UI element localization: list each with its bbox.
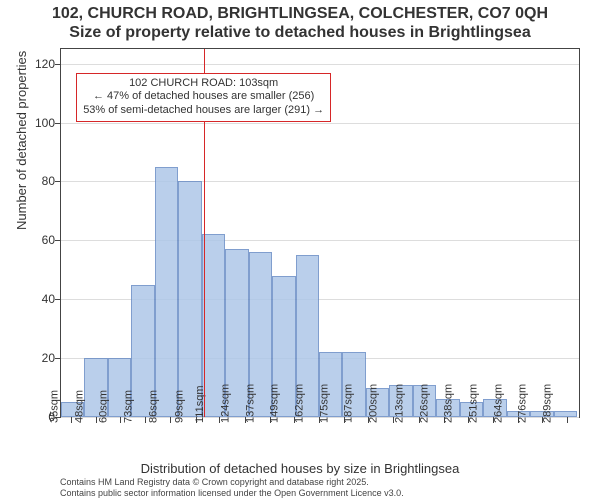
- xtick-label: 60sqm: [97, 390, 109, 423]
- xtick-mark: [145, 417, 146, 423]
- annotation-line-1: 102 CHURCH ROAD: 103sqm: [83, 77, 324, 91]
- ytick-label: 120: [35, 57, 55, 71]
- ytick-mark: [55, 181, 61, 182]
- xtick-label: 175sqm: [319, 384, 331, 423]
- chart-container: 102, CHURCH ROAD, BRIGHTLINGSEA, COLCHES…: [0, 0, 600, 500]
- xtick-mark: [567, 417, 568, 423]
- annotation-line-3: 53% of semi-detached houses are larger (…: [83, 104, 324, 118]
- xtick-label: 99sqm: [173, 390, 185, 423]
- y-axis-label: Number of detached properties: [14, 51, 29, 230]
- xtick-label: 200sqm: [368, 384, 380, 423]
- xtick-label: 251sqm: [467, 384, 479, 423]
- x-axis-label: Distribution of detached houses by size …: [0, 461, 600, 476]
- histogram-bar: [155, 167, 178, 417]
- xtick-label: 276sqm: [516, 384, 528, 423]
- xtick-label: 73sqm: [123, 390, 135, 423]
- xtick-label: 48sqm: [74, 390, 86, 423]
- xtick-label: 238sqm: [442, 384, 454, 423]
- ytick-mark: [55, 123, 61, 124]
- ytick-label: 20: [42, 351, 55, 365]
- xtick-label: 35sqm: [48, 390, 60, 423]
- xtick-label: 187sqm: [342, 384, 354, 423]
- xtick-mark: [120, 417, 121, 423]
- xtick-label: 289sqm: [542, 384, 554, 423]
- xtick-label: 213sqm: [393, 384, 405, 423]
- ytick-mark: [55, 240, 61, 241]
- ytick-label: 100: [35, 116, 55, 130]
- ytick-label: 60: [42, 233, 55, 247]
- xtick-mark: [71, 417, 72, 423]
- xtick-label: 111sqm: [195, 385, 207, 423]
- attribution: Contains HM Land Registry data © Crown c…: [60, 477, 404, 498]
- title-line-1: 102, CHURCH ROAD, BRIGHTLINGSEA, COLCHES…: [0, 4, 600, 23]
- xtick-label: 86sqm: [148, 390, 160, 423]
- ytick-label: 40: [42, 292, 55, 306]
- gridline: [61, 181, 579, 182]
- attribution-line-1: Contains HM Land Registry data © Crown c…: [60, 477, 404, 487]
- chart-titles: 102, CHURCH ROAD, BRIGHTLINGSEA, COLCHES…: [0, 0, 600, 42]
- gridline: [61, 240, 579, 241]
- xtick-mark: [170, 417, 171, 423]
- gridline: [61, 64, 579, 65]
- title-line-2: Size of property relative to detached ho…: [0, 23, 600, 42]
- histogram-bar: [554, 411, 577, 417]
- ytick-mark: [55, 64, 61, 65]
- xtick-label: 226sqm: [419, 384, 431, 423]
- annotation-line-2: ← 47% of detached houses are smaller (25…: [83, 90, 324, 104]
- xtick-label: 264sqm: [493, 384, 505, 423]
- histogram-bar: [178, 181, 201, 417]
- annotation-box: 102 CHURCH ROAD: 103sqm← 47% of detached…: [76, 73, 331, 122]
- ytick-mark: [55, 299, 61, 300]
- xtick-label: 124sqm: [219, 384, 231, 423]
- xtick-label: 137sqm: [245, 384, 257, 423]
- attribution-line-2: Contains public sector information licen…: [60, 488, 404, 498]
- xtick-label: 149sqm: [268, 384, 280, 423]
- gridline: [61, 123, 579, 124]
- xtick-label: 162sqm: [293, 384, 305, 423]
- ytick-label: 80: [42, 174, 55, 188]
- ytick-mark: [55, 358, 61, 359]
- plot-area: 02040608010012035sqm48sqm60sqm73sqm86sqm…: [60, 48, 580, 418]
